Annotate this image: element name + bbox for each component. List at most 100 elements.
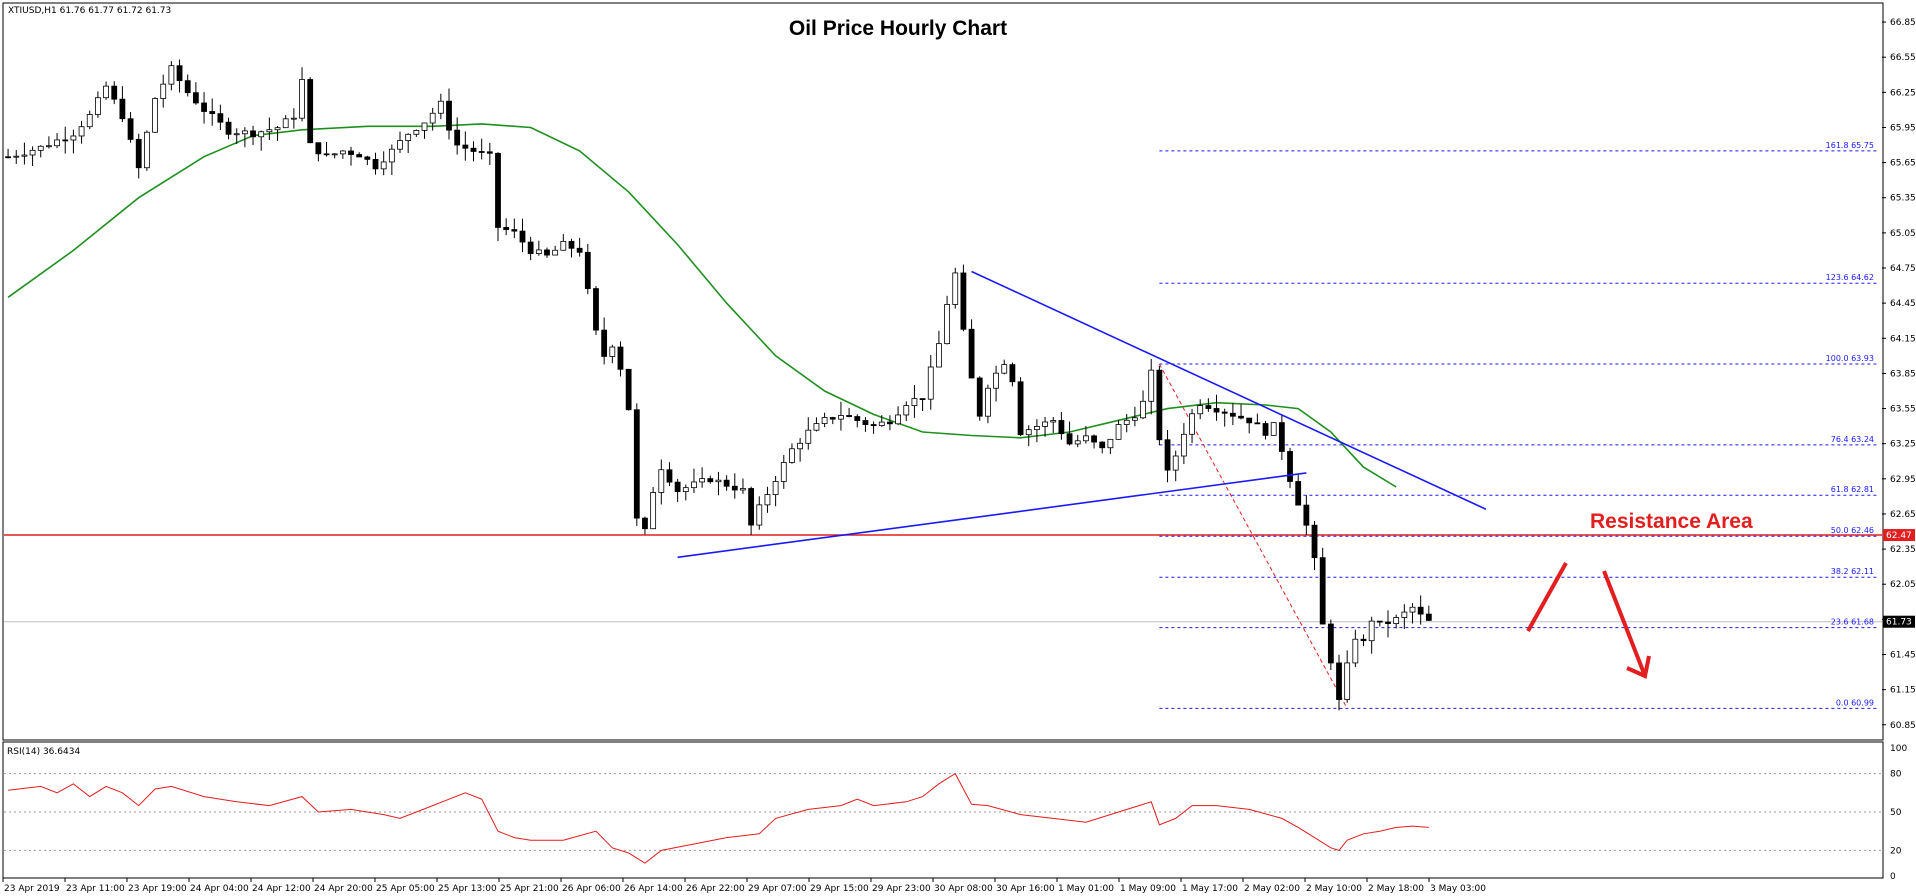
y-tick-label: 65.05 [1890, 229, 1916, 239]
y-tick-label: 62.65 [1890, 510, 1916, 520]
candle-body [527, 241, 534, 254]
candle-body [1050, 420, 1057, 423]
candle-body [46, 145, 52, 148]
candle-body [968, 328, 975, 379]
candle-body [454, 129, 461, 146]
candle-body [397, 140, 403, 150]
candle-body [1025, 429, 1032, 436]
candle-body [609, 346, 616, 357]
candle-body [764, 494, 771, 506]
candle-body [127, 118, 134, 140]
candle-body [633, 409, 640, 519]
candle-body [1197, 405, 1204, 415]
x-tick-label: 25 Apr 13:00 [438, 884, 497, 894]
candle-body [413, 129, 420, 135]
candle-body [1180, 433, 1187, 457]
candle-body [478, 151, 485, 153]
candle-body [1115, 424, 1122, 440]
candle-body [446, 100, 452, 131]
candle-body [1042, 421, 1048, 427]
y-tick-label: 64.75 [1890, 264, 1916, 274]
candle-body [495, 152, 501, 228]
candle-body [143, 131, 150, 169]
x-tick-label: 30 Apr 16:00 [996, 884, 1055, 894]
y-tick-label: 66.55 [1890, 53, 1916, 63]
fib-level-label: 76.4 63.24 [1831, 435, 1874, 444]
down-arrow-head-icon [1626, 655, 1651, 679]
x-tick-label: 24 Apr 12:00 [252, 884, 311, 894]
candle-body [1327, 623, 1334, 664]
candle-body [552, 249, 559, 256]
x-tick-label: 23 Apr 11:00 [66, 884, 125, 894]
chart-title: Oil Price Hourly Chart [789, 17, 1007, 40]
candle-body [617, 346, 624, 370]
candle-body [111, 85, 118, 100]
candle-body [658, 469, 665, 493]
fib-level-label: 100.0 63.93 [1826, 354, 1874, 363]
candle-body [625, 368, 632, 411]
y-tick-label: 66.85 [1890, 18, 1916, 28]
candle-body [1229, 412, 1236, 417]
candle-body [911, 398, 918, 406]
candle-body [380, 161, 387, 170]
candle-body [584, 251, 591, 289]
candle-body [29, 149, 36, 156]
x-tick-label: 2 May 02:00 [1244, 884, 1300, 894]
rsi-tick-label: 50 [1890, 808, 1902, 818]
x-tick-label: 1 May 01:00 [1058, 884, 1114, 894]
candle-body [919, 398, 926, 400]
candle-body [37, 145, 44, 151]
candle-body [241, 130, 248, 135]
candle-body [372, 158, 379, 170]
candle-body [519, 230, 526, 243]
candle-body [740, 488, 746, 491]
candle-body [470, 147, 477, 152]
x-tick-label: 2 May 18:00 [1368, 884, 1424, 894]
candle-body [1262, 423, 1269, 436]
x-tick-label: 29 Apr 23:00 [872, 884, 931, 894]
candle-body [756, 504, 763, 526]
candle-body [201, 102, 207, 112]
candle-body [299, 79, 305, 119]
up-arrow-icon [1526, 562, 1568, 632]
candle-body [1099, 441, 1106, 449]
fib-level-label: 161.8 65.75 [1826, 141, 1874, 150]
x-tick-label: 23 Apr 2019 [4, 884, 60, 894]
candle-body [993, 372, 999, 389]
candle-body [21, 154, 28, 157]
fib-level-label: 23.6 61.68 [1831, 618, 1874, 627]
fib-level-label: 50.0 62.46 [1831, 526, 1874, 535]
candle-body [437, 100, 444, 114]
candle-body [1074, 440, 1081, 445]
candle-body [78, 126, 85, 137]
candle-body [486, 151, 493, 154]
candle-body [274, 127, 281, 131]
candle-body [797, 442, 804, 450]
candle-body [1254, 422, 1261, 425]
candle-body [854, 416, 861, 421]
candle-body [135, 139, 142, 169]
resistance-trend-line [971, 270, 1487, 510]
candle-body [1221, 411, 1228, 414]
x-tick-label: 2 May 10:00 [1306, 884, 1362, 894]
candle-body [1401, 611, 1408, 618]
candle-body [1352, 638, 1359, 664]
candle-body [1409, 606, 1416, 613]
rsi-line [8, 772, 1429, 864]
candle-body [5, 156, 11, 159]
fib-level-label: 61.8 62.81 [1831, 485, 1874, 494]
candle-body [1205, 405, 1212, 409]
candle-body [1311, 524, 1318, 559]
fib-level-label: 38.2 62.11 [1831, 567, 1874, 576]
fib-level-label: 123.6 64.62 [1826, 273, 1874, 282]
candle-body [723, 479, 730, 487]
candle-body [103, 85, 109, 99]
y-tick-label: 64.45 [1890, 299, 1916, 309]
candle-body [339, 150, 346, 155]
symbol-info: XTIUSD,H1 61.76 61.77 61.72 61.73 [8, 6, 171, 16]
candle-body [209, 111, 216, 115]
candle-body [356, 154, 363, 158]
candle-body [674, 481, 681, 493]
x-tick-label: 23 Apr 19:00 [128, 884, 187, 894]
